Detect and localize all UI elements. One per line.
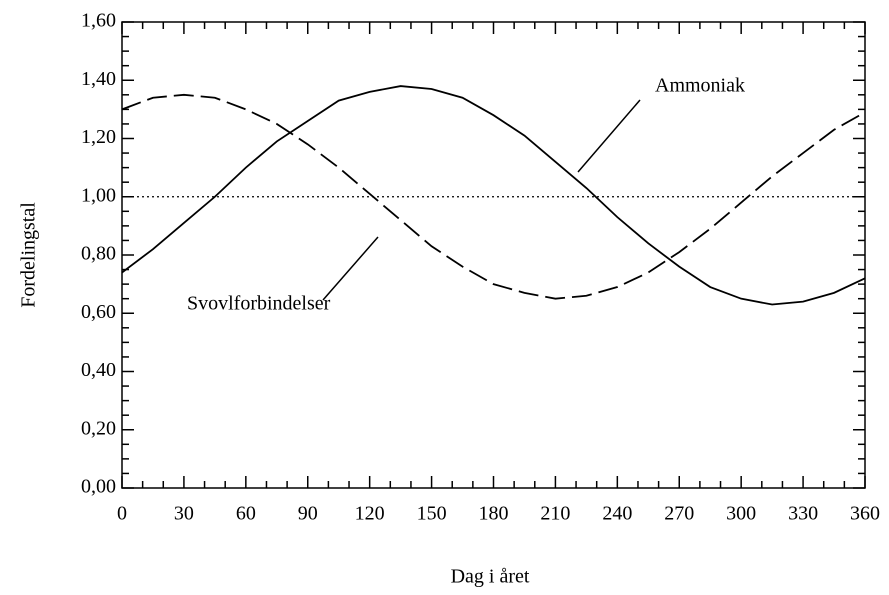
y-tick-label: 0,20 [81, 417, 116, 439]
leader-line [322, 236, 379, 301]
x-tick-label: 360 [850, 503, 880, 525]
x-tick-label: 120 [355, 503, 385, 525]
y-tick-label: 0,80 [81, 243, 116, 265]
x-tick-label: 240 [602, 503, 632, 525]
series-annotation: Svovlforbindelser [187, 293, 331, 315]
series-line [121, 85, 866, 306]
x-axis-title: Dag i året [451, 566, 530, 588]
y-tick-label: 0,00 [81, 476, 116, 498]
x-tick-label: 210 [540, 503, 570, 525]
y-tick-label: 1,60 [81, 10, 116, 32]
leader-line [577, 99, 641, 173]
x-tick-label: 0 [117, 503, 127, 525]
series-line [121, 93, 866, 300]
y-axis-title: Fordelingstal [18, 202, 40, 308]
x-tick-label: 30 [174, 503, 194, 525]
x-tick-label: 180 [479, 503, 509, 525]
plot-frame [121, 21, 866, 489]
x-tick-label: 60 [236, 503, 256, 525]
y-tick-label: 1,00 [81, 184, 116, 206]
y-tick-label: 1,20 [81, 126, 116, 148]
x-tick-label: 90 [298, 503, 318, 525]
x-tick-label: 270 [664, 503, 694, 525]
series-annotation: Ammoniak [655, 75, 745, 97]
y-tick-label: 1,40 [81, 68, 116, 90]
y-tick-label: 0,60 [81, 301, 116, 323]
y-tick-label: 0,40 [81, 359, 116, 381]
x-tick-label: 330 [788, 503, 818, 525]
x-tick-label: 300 [726, 503, 756, 525]
x-tick-label: 150 [417, 503, 447, 525]
